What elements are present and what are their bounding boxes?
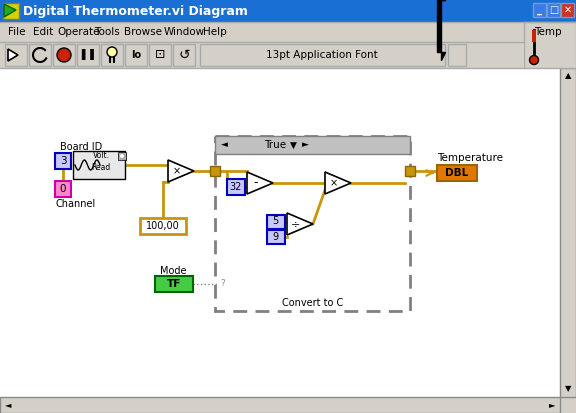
FancyBboxPatch shape — [215, 136, 410, 311]
FancyBboxPatch shape — [77, 44, 99, 66]
Text: ◄: ◄ — [5, 401, 12, 410]
Text: ×: × — [330, 178, 338, 188]
Text: Help: Help — [203, 27, 227, 37]
FancyBboxPatch shape — [561, 3, 574, 17]
FancyBboxPatch shape — [140, 218, 186, 234]
Circle shape — [57, 48, 71, 62]
FancyBboxPatch shape — [73, 151, 125, 179]
FancyBboxPatch shape — [29, 44, 51, 66]
FancyBboxPatch shape — [524, 22, 576, 68]
FancyBboxPatch shape — [533, 3, 546, 17]
FancyBboxPatch shape — [200, 44, 445, 66]
Text: ◄: ◄ — [221, 140, 228, 150]
FancyBboxPatch shape — [267, 215, 285, 229]
FancyBboxPatch shape — [547, 3, 560, 17]
Text: 3: 3 — [60, 156, 66, 166]
Text: Read: Read — [92, 162, 111, 171]
Text: Edit: Edit — [33, 27, 53, 37]
FancyBboxPatch shape — [210, 166, 220, 176]
Text: _: _ — [537, 5, 542, 15]
FancyBboxPatch shape — [55, 153, 71, 169]
FancyBboxPatch shape — [215, 136, 410, 154]
Polygon shape — [8, 49, 18, 61]
Text: ▼: ▼ — [564, 385, 571, 394]
Text: ►: ► — [302, 140, 309, 150]
Text: 9: 9 — [272, 232, 278, 242]
Text: Tools: Tools — [94, 27, 120, 37]
FancyBboxPatch shape — [448, 44, 466, 66]
Text: Operate: Operate — [57, 27, 100, 37]
Circle shape — [529, 55, 539, 64]
Circle shape — [120, 154, 124, 158]
Text: ❚❚: ❚❚ — [79, 50, 97, 60]
Polygon shape — [247, 172, 273, 194]
Text: 5: 5 — [272, 216, 278, 226]
Text: Temperature: Temperature — [437, 153, 503, 163]
Text: Temp: Temp — [534, 27, 562, 37]
Text: Board ID: Board ID — [60, 142, 103, 152]
FancyBboxPatch shape — [3, 3, 19, 19]
FancyBboxPatch shape — [227, 179, 245, 195]
Text: 13pt Application Font: 13pt Application Font — [266, 50, 378, 60]
Polygon shape — [4, 4, 16, 17]
FancyBboxPatch shape — [437, 165, 477, 181]
Text: Browse: Browse — [124, 27, 162, 37]
Text: Convert to C: Convert to C — [282, 298, 343, 308]
Text: 100,00: 100,00 — [146, 221, 180, 231]
Polygon shape — [325, 172, 351, 194]
Text: Mode: Mode — [160, 266, 187, 276]
FancyBboxPatch shape — [405, 166, 415, 176]
Text: □: □ — [549, 5, 558, 15]
Text: File: File — [8, 27, 25, 37]
FancyBboxPatch shape — [0, 397, 560, 413]
FancyBboxPatch shape — [55, 181, 71, 197]
FancyBboxPatch shape — [155, 276, 193, 292]
Text: lo: lo — [131, 50, 141, 60]
Text: ⊡: ⊡ — [155, 48, 165, 62]
Polygon shape — [287, 213, 313, 235]
FancyBboxPatch shape — [0, 68, 560, 397]
Text: Channel: Channel — [55, 199, 95, 209]
Text: Volt.: Volt. — [93, 152, 109, 161]
FancyBboxPatch shape — [53, 44, 75, 66]
Text: Window: Window — [164, 27, 205, 37]
FancyBboxPatch shape — [0, 42, 524, 68]
FancyBboxPatch shape — [560, 68, 576, 397]
Text: ►: ► — [549, 401, 555, 410]
Text: True: True — [264, 140, 286, 150]
Text: ?: ? — [220, 280, 225, 289]
Text: DBL: DBL — [445, 168, 469, 178]
FancyBboxPatch shape — [0, 22, 560, 42]
Text: TF: TF — [167, 279, 181, 289]
Text: Digital Thermometer.vi Diagram: Digital Thermometer.vi Diagram — [23, 5, 248, 17]
FancyBboxPatch shape — [5, 44, 27, 66]
Text: ÷: ÷ — [291, 219, 301, 229]
Text: 0: 0 — [60, 184, 66, 194]
FancyBboxPatch shape — [0, 0, 576, 22]
Text: ×: × — [173, 166, 181, 176]
FancyBboxPatch shape — [532, 30, 536, 42]
FancyBboxPatch shape — [118, 152, 126, 160]
FancyBboxPatch shape — [173, 44, 195, 66]
Text: 32: 32 — [230, 182, 242, 192]
Text: -: - — [254, 176, 258, 190]
FancyBboxPatch shape — [149, 44, 171, 66]
Polygon shape — [168, 160, 194, 182]
Text: ↺: ↺ — [178, 48, 190, 62]
Circle shape — [107, 47, 117, 57]
Text: ✕: ✕ — [563, 5, 571, 15]
Text: ▼: ▼ — [290, 140, 297, 150]
FancyBboxPatch shape — [101, 44, 123, 66]
Text: ▲: ▲ — [564, 71, 571, 81]
FancyBboxPatch shape — [125, 44, 147, 66]
FancyBboxPatch shape — [267, 230, 285, 244]
